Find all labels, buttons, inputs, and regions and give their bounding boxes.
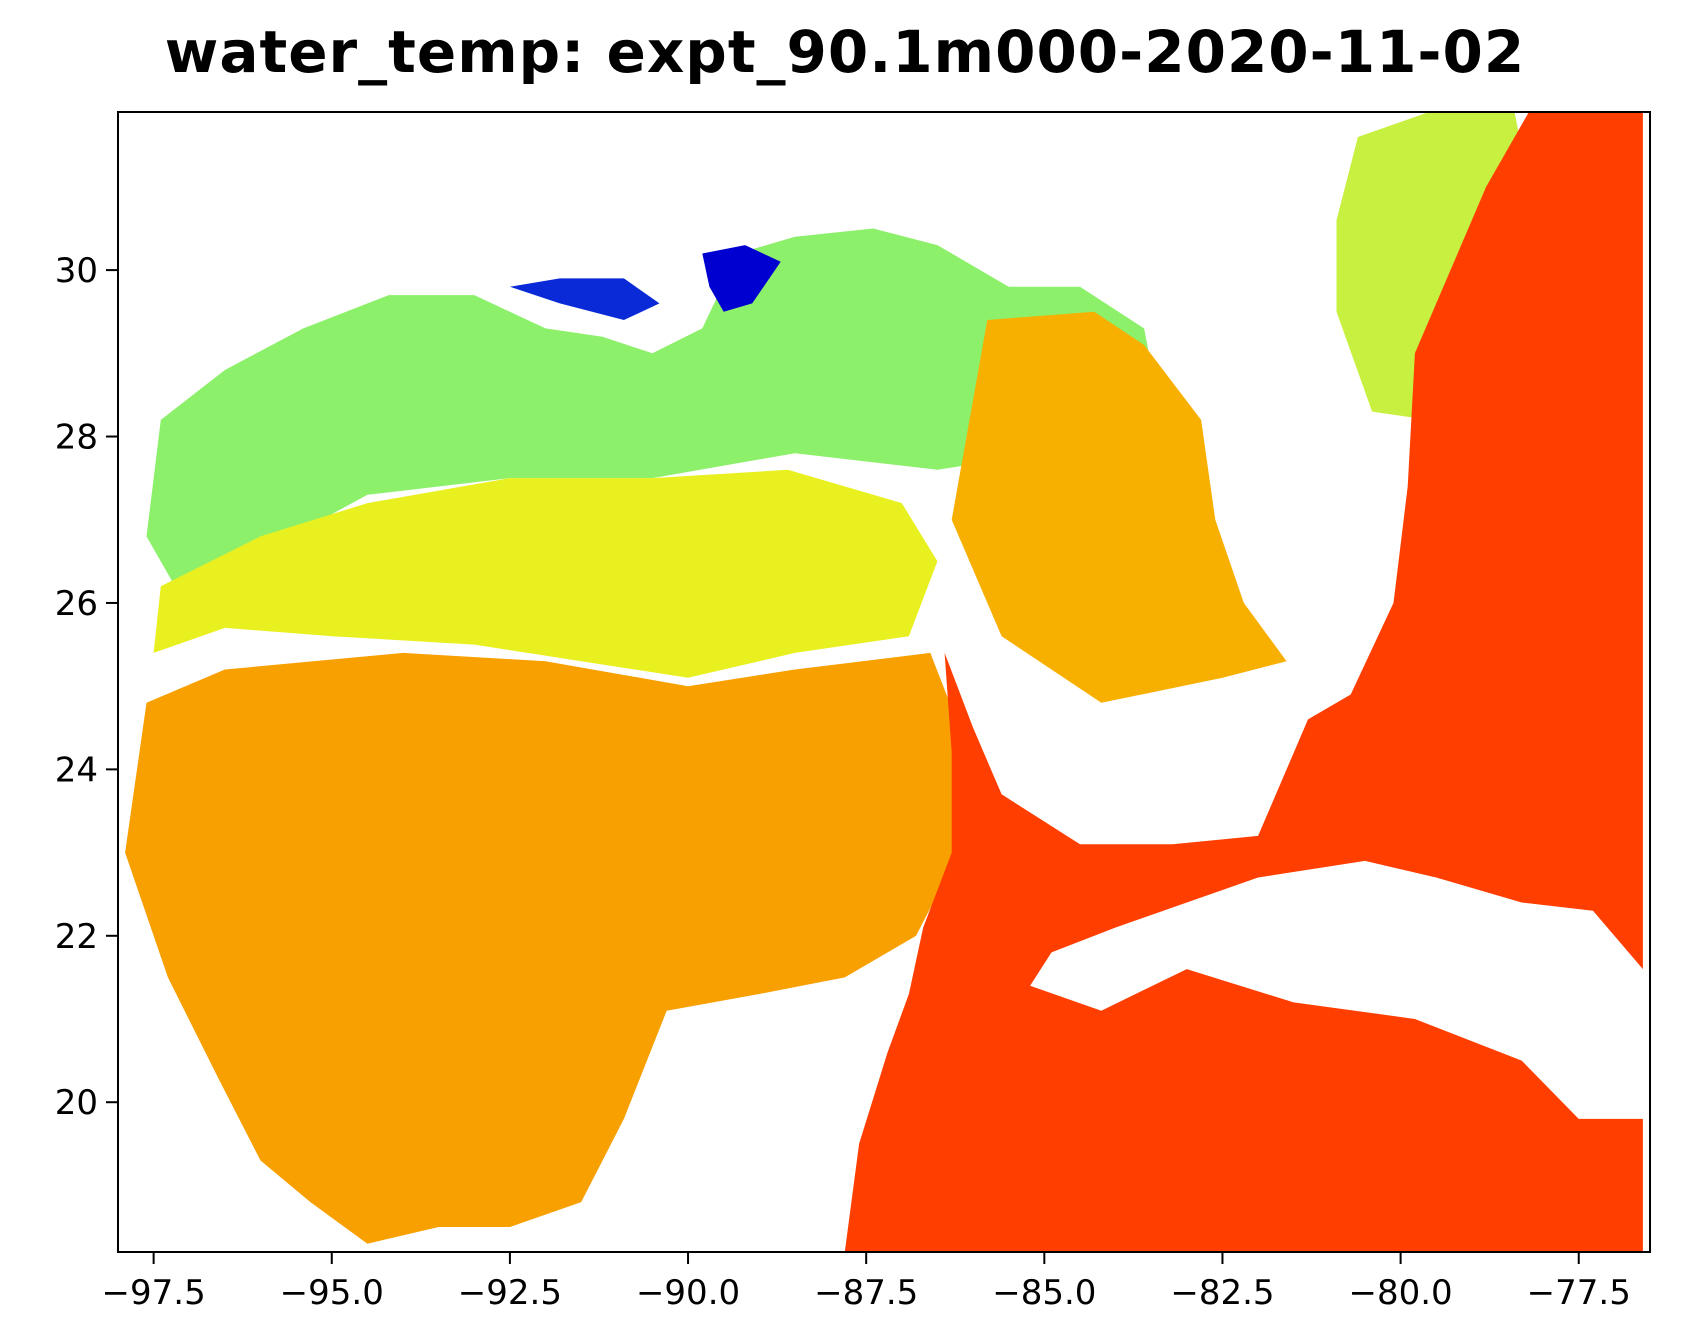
region-atlantic-shelf <box>1336 112 1529 420</box>
region-northern-shelf <box>146 228 1159 587</box>
x-tick-label: −95.0 <box>280 1273 384 1313</box>
region-florida-shelf <box>951 311 1287 703</box>
x-tick-label: −97.5 <box>102 1273 206 1313</box>
temperature-field <box>125 112 1643 1252</box>
region-loop-current-and-caribbean <box>844 112 1643 1252</box>
y-tick-label: 22 <box>55 917 98 957</box>
plot-frame <box>117 111 1651 1253</box>
y-tick-label: 24 <box>55 750 98 790</box>
region-coastal-cold-water <box>509 278 660 320</box>
chart-title: water_temp: expt_90.1m000-2020-11-02 <box>164 18 1526 86</box>
x-tick-label: −87.5 <box>814 1273 918 1313</box>
x-tick-label: −82.5 <box>1170 1273 1274 1313</box>
region-southwest-gulf <box>125 652 966 1244</box>
region-central-gulf-band <box>153 469 938 678</box>
x-tick-label: −90.0 <box>636 1273 740 1313</box>
x-tick-label: −80.0 <box>1349 1273 1453 1313</box>
y-tick-label: 26 <box>55 584 98 624</box>
x-tick-label: −85.0 <box>992 1273 1096 1313</box>
region-delta-cold-water <box>702 245 781 312</box>
x-tick-label: −77.5 <box>1527 1273 1631 1313</box>
x-axis: −97.5 −95.0 −92.5 −90.0 −87.5 −85.0 −82.5 −80.0… <box>102 1252 1631 1313</box>
y-axis: 20 22 24 26 28 30 <box>55 251 118 1123</box>
x-tick-label: −92.5 <box>458 1273 562 1313</box>
y-tick-label: 20 <box>55 1083 98 1123</box>
y-tick-label: 30 <box>55 251 98 291</box>
y-tick-label: 28 <box>55 418 98 458</box>
